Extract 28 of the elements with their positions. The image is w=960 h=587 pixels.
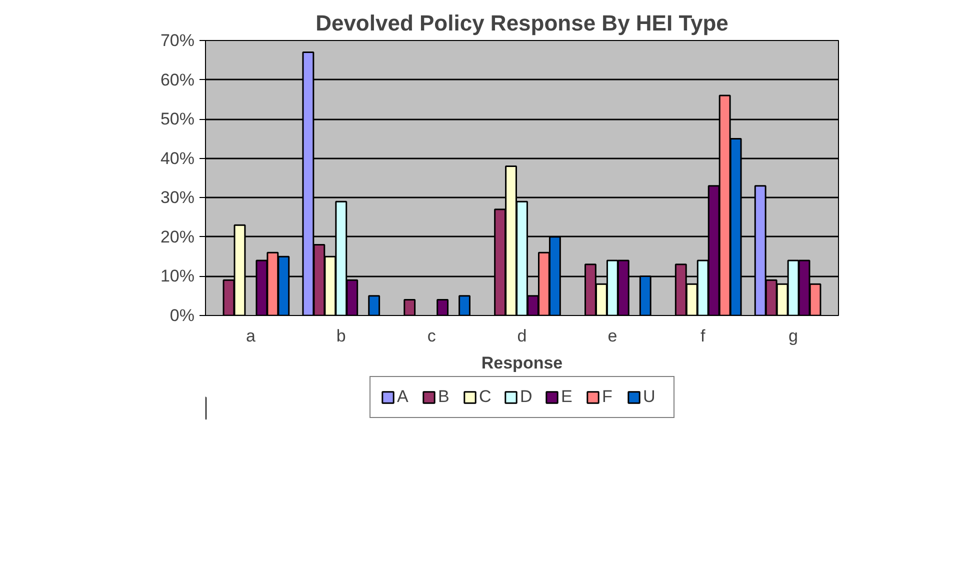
- bar: [458, 295, 470, 316]
- legend-label: C: [479, 387, 492, 407]
- y-tick-label: 0%: [170, 306, 195, 325]
- bar: [404, 299, 416, 316]
- chart-title: Devolved Policy Response By HEI Type: [316, 10, 728, 36]
- y-tick-label: 30%: [160, 188, 195, 208]
- y-tick-label: 40%: [160, 148, 195, 168]
- legend-label: B: [438, 387, 450, 407]
- x-tick-label: b: [336, 326, 346, 346]
- x-tick-label: a: [246, 326, 256, 346]
- x-axis-title: Response: [481, 354, 563, 372]
- y-tick-label: 50%: [160, 110, 195, 129]
- x-tick-label: c: [427, 326, 436, 346]
- legend-label: U: [643, 387, 656, 407]
- x-tick-label: d: [517, 326, 527, 346]
- x-tick-label: f: [700, 326, 706, 346]
- y-tick-label: 70%: [160, 31, 195, 50]
- x-tick-label: g: [788, 326, 798, 346]
- x-tick-label: e: [608, 326, 618, 346]
- legend-label: E: [561, 387, 574, 407]
- y-tick-label: 60%: [160, 70, 195, 90]
- y-tick-label: 20%: [160, 227, 195, 246]
- bar: [368, 295, 380, 316]
- legend-label: A: [397, 387, 410, 407]
- legend-label: D: [520, 387, 534, 407]
- bar: [436, 299, 449, 316]
- legend-label: F: [602, 387, 614, 407]
- y-tick-label: 10%: [160, 266, 195, 286]
